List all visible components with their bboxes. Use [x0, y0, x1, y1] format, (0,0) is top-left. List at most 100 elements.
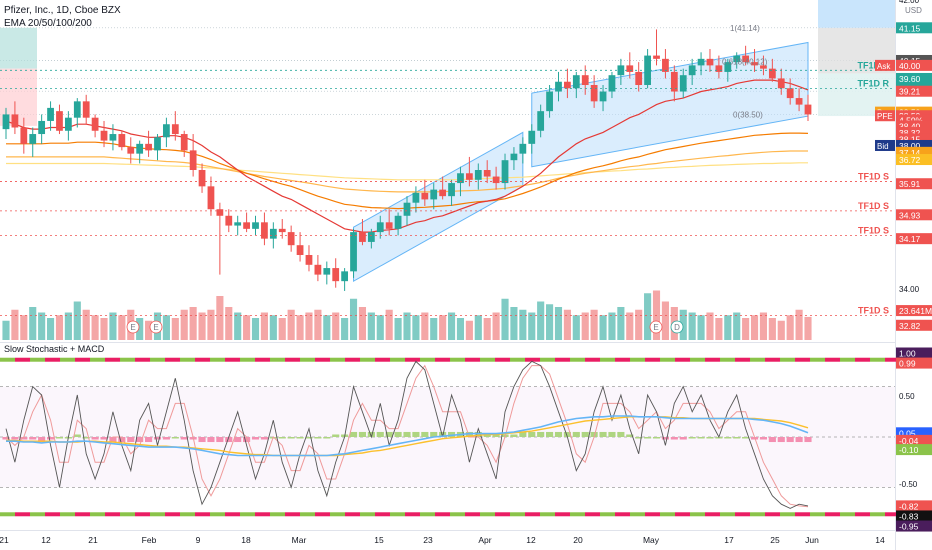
stoch-top-bar — [330, 357, 345, 362]
macd-histogram-bar — [314, 437, 322, 439]
candle-body — [688, 65, 696, 76]
price-label: 36.72 — [899, 155, 921, 165]
stoch-top-bar — [855, 357, 870, 362]
stoch-label: 0.99 — [899, 359, 916, 369]
macd-histogram-bar — [100, 437, 108, 440]
side-tag-bg — [875, 110, 895, 122]
stoch-bottom-bar — [345, 512, 360, 517]
stoch-top-bar — [495, 357, 510, 362]
volume-bar — [644, 293, 652, 340]
stoch-label: -0.82 — [899, 501, 919, 511]
candle-body — [163, 124, 170, 138]
volume-bar — [465, 320, 473, 340]
volume-bar — [64, 312, 72, 340]
level-label: TF1D S — [858, 171, 889, 181]
stoch-top-bar — [120, 357, 135, 362]
time-tick: 12 — [41, 535, 51, 545]
price-label-bg — [896, 85, 932, 97]
candle-body — [109, 134, 117, 141]
stoch-bottom-bar — [825, 512, 840, 517]
stoch-top-bar — [705, 357, 720, 362]
marker-circle — [670, 320, 684, 334]
stoch-top-bar — [630, 357, 645, 362]
stoch-bottom-bar — [30, 512, 45, 517]
candle-body — [91, 117, 99, 131]
price-label-bg — [896, 22, 932, 34]
stoch-label: 0.05 — [899, 428, 916, 438]
volume-bar — [421, 312, 429, 340]
volume-bar — [733, 312, 741, 340]
stoch-bottom-bar — [810, 512, 825, 517]
side-tag: Bid — [877, 142, 889, 151]
price-label-bg — [896, 133, 932, 145]
stoch-bottom-bar — [690, 512, 705, 517]
ema200-line — [6, 162, 808, 181]
macd-histogram-bar — [519, 431, 527, 437]
volume-bar — [82, 309, 90, 340]
stoch-bottom-bar — [210, 512, 225, 517]
candle-body — [804, 104, 812, 115]
stoch-bottom-bar — [525, 512, 540, 517]
candle-body — [412, 192, 420, 203]
stoch-bottom-bar — [270, 512, 285, 517]
stoch-label-bg — [896, 347, 932, 359]
stoch-bottom-bar — [180, 512, 195, 517]
candle-body — [154, 137, 161, 151]
price-label: 34.93 — [899, 210, 921, 220]
stoch-bottom-bar — [480, 512, 495, 517]
candle-body — [501, 160, 509, 184]
price-label-bg — [896, 319, 932, 331]
stoch-bottom-bar — [795, 512, 810, 517]
macd-histogram-bar — [171, 437, 179, 439]
candle-body — [430, 189, 438, 200]
price-label: 35.91 — [899, 179, 921, 189]
volume-bar — [688, 312, 696, 340]
candle-body — [100, 130, 108, 141]
volume-bar — [439, 315, 447, 340]
macd-histogram-bar — [82, 437, 90, 439]
macd-histogram-bar — [403, 431, 411, 437]
time-tick: 21 — [0, 535, 9, 545]
stoch-top-bar — [660, 357, 675, 362]
macd-histogram-bar — [376, 431, 384, 437]
candle-body — [73, 101, 81, 118]
stoch-top-bar — [420, 357, 435, 362]
stoch-tick: 0.50 — [899, 392, 915, 401]
volume-bar — [349, 298, 358, 340]
macd-histogram-bar — [296, 437, 304, 439]
macd-histogram-bar — [465, 431, 473, 437]
stoch-bottom-bar — [405, 512, 420, 517]
stoch-top-bar — [750, 357, 765, 362]
price-label: 38.40 — [899, 121, 921, 131]
stoch-top-bar — [465, 357, 480, 362]
stoch-bottom-bar — [585, 512, 600, 517]
volume-bar — [145, 320, 153, 340]
price-label-bg — [896, 154, 932, 166]
volume-bar — [537, 301, 545, 340]
macd-histogram-bar — [554, 431, 563, 437]
stoch-label-bg — [896, 500, 932, 512]
stoch-top-bar — [390, 357, 405, 362]
stoch-top-bar — [825, 357, 840, 362]
candle-body — [376, 222, 384, 233]
stoch-top-bar — [15, 357, 30, 362]
volume-bar — [795, 309, 803, 340]
candlesticks[interactable] — [2, 29, 812, 291]
volume-bar — [804, 316, 812, 340]
volume-bar — [296, 315, 304, 340]
candle-body — [465, 173, 473, 180]
stoch-bottom-bar — [420, 512, 435, 517]
marker-letter: D — [674, 323, 680, 332]
macd-histogram-bar — [768, 437, 776, 443]
volume-bar — [777, 320, 785, 340]
price-label: 38.00 — [899, 141, 921, 151]
stoch-bottom-bar — [45, 512, 60, 517]
volume-bar — [118, 315, 126, 340]
candle-body — [697, 58, 705, 66]
earnings-marker: E — [649, 320, 663, 334]
stoch-bottom-bar — [540, 512, 555, 517]
side-tag: PFE — [877, 112, 893, 121]
stoch-top-bar — [570, 357, 585, 362]
candle-body — [519, 143, 527, 154]
